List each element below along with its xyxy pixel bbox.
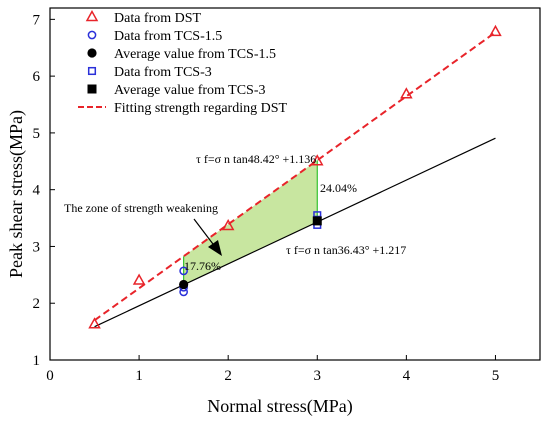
x-tick-label: 4 (403, 368, 411, 384)
y-tick-label: 1 (33, 353, 41, 369)
point-0-1 (132, 273, 146, 285)
dst-equation-label: τ f=σ n tan48.42° +1.136 (196, 152, 316, 166)
x-tick-label: 1 (135, 368, 143, 384)
plot-frame (49, 7, 541, 361)
legend-label: Data from TCS-3 (114, 65, 212, 80)
legend-swatch (87, 84, 97, 94)
x-tick-label: 2 (224, 368, 232, 384)
point-0-3 (310, 154, 324, 166)
point-0-4 (400, 87, 413, 99)
x-tick-label: 5 (492, 368, 500, 384)
legend-label: Average value from TCS-3 (114, 83, 266, 98)
tcs-equation-label: τ f=σ n tan36.43° +1.217 (286, 243, 406, 257)
zone-label: The zone of strength weakening (64, 201, 218, 215)
legend-swatch (87, 30, 97, 40)
y-tick-label: 7 (33, 12, 41, 28)
legend-swatch (85, 9, 99, 22)
point-2-0 (179, 279, 189, 290)
y-tick-label: 6 (33, 69, 41, 85)
point-0-2 (221, 218, 235, 231)
legend-label: Fitting strength regarding DST (114, 101, 287, 116)
y-tick-label: 4 (33, 183, 41, 199)
point-0-0 (88, 317, 101, 329)
x-tick-label: 0 (46, 368, 54, 384)
tcs-fit-line (94, 137, 496, 328)
legend: Data from DST Data from TCS-1.5 Average va… (78, 9, 287, 116)
legend-swatch (87, 66, 97, 76)
dst-fit-line (93, 31, 497, 322)
legend-swatch (87, 48, 97, 58)
legend-label: Average value from TCS-1.5 (114, 47, 276, 62)
pct-label-3mpa: 24.04% (320, 181, 357, 195)
y-tick-label: 3 (33, 239, 41, 255)
zone-arrow-line (193, 218, 217, 249)
point-4-0 (312, 216, 322, 226)
plot-area (88, 24, 502, 329)
y-tick-label: 2 (33, 296, 41, 312)
point-1-0 (179, 266, 188, 276)
y-axis-title: Peak shear stress(MPa) (6, 110, 27, 278)
strength-weakening-zone (183, 160, 318, 285)
legend-label: Data from TCS-1.5 (114, 29, 222, 44)
pct-label-1-5mpa: 17.76% (184, 259, 221, 273)
x-tick-label: 3 (314, 368, 322, 384)
annotations: τ f=σ n tan48.42° +1.136 τ f=σ n tan36.43… (64, 152, 406, 273)
point-0-5 (489, 24, 502, 37)
x-axis-title: Normal stress(MPa) (207, 396, 352, 417)
zone-arrow-head (208, 240, 222, 256)
legend-label: Data from DST (114, 11, 202, 26)
y-tick-label: 5 (33, 126, 41, 142)
